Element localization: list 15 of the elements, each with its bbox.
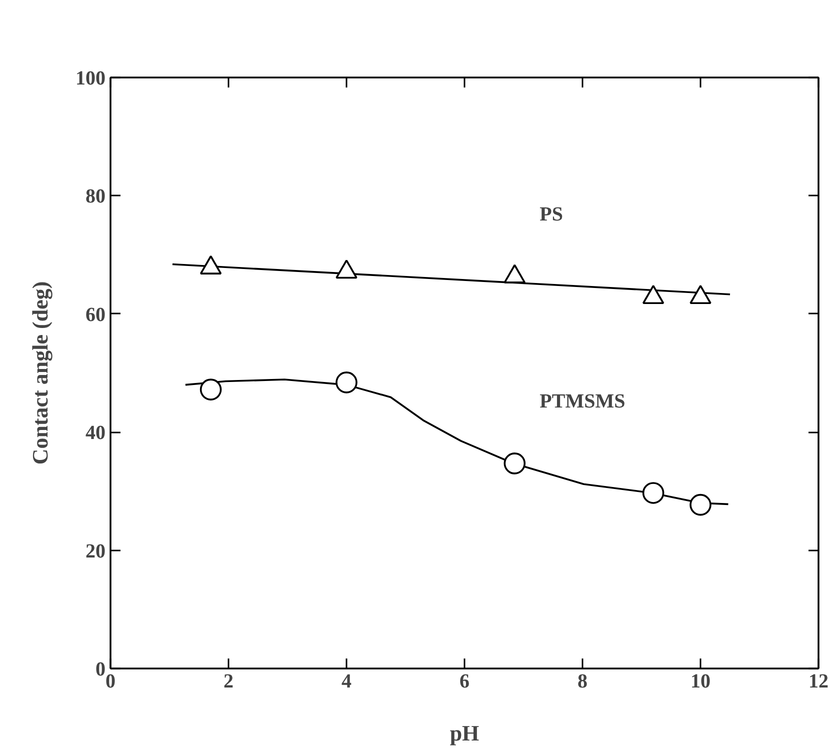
y-tick-label: 100 [76,68,106,90]
y-tick-label: 80 [86,186,106,208]
text: PS [540,204,563,226]
y-tick-label: 20 [86,540,106,562]
x-tick-label: 10 [690,670,710,692]
x-axis-title: pH [450,720,480,746]
x-tick-label: 6 [460,670,470,692]
x-tick-label: 12 [808,670,828,692]
y-tick-label: 40 [86,422,106,444]
text: PTMSMS [540,390,626,412]
x-tick-label: 4 [342,670,352,692]
x-tick-label: 8 [578,670,588,692]
y-axis-title: Contact angle (deg) [28,281,52,465]
y-tick-label: 60 [86,304,106,326]
x-tick-label: 2 [224,670,234,692]
